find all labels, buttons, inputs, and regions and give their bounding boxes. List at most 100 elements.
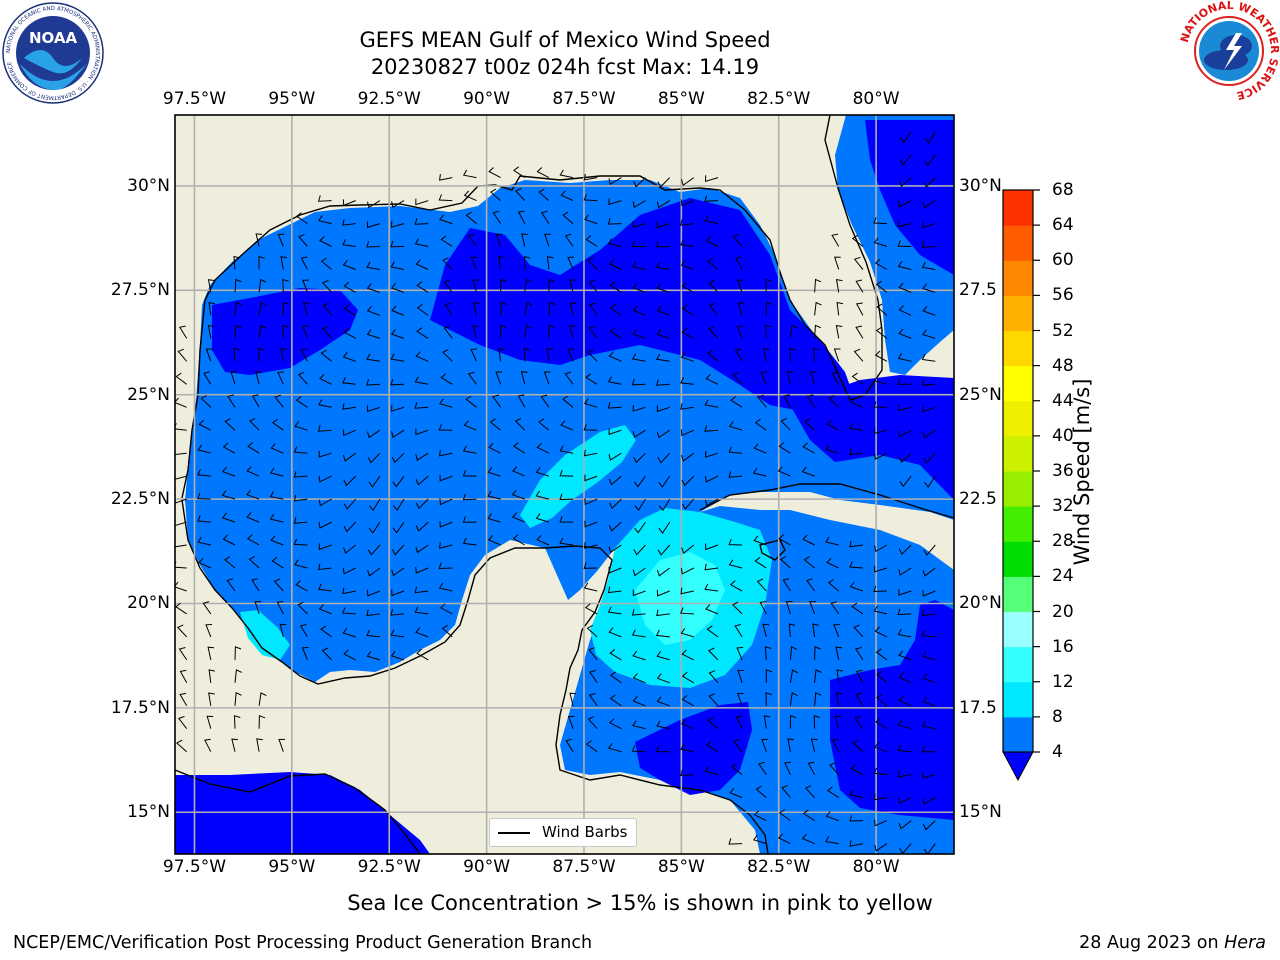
wind-barb [728,471,743,478]
lon-tick-label-bottom: 87.5°W [552,857,616,877]
wind-barb [898,429,912,438]
wind-barb [258,692,267,706]
wind-barb [655,745,670,753]
wind-barb [439,174,453,181]
wind-barb [415,627,429,638]
wind-barb [607,606,622,615]
wind-barb [898,200,912,208]
wind-barb [463,190,477,202]
wind-barb [222,442,236,454]
lat-tick-label-left: 22.5°N [110,489,170,510]
wind-barb [874,819,888,827]
wind-barb [728,838,743,845]
wind-barb [583,398,598,408]
wind-barb [898,650,912,661]
wind-barb [922,405,936,413]
wind-barb [607,743,622,753]
wind-barb [812,347,820,362]
wind-barb [246,512,260,523]
wind-barb [282,278,289,293]
wind-barb [293,446,308,454]
lat-tick-label-left: 15°N [127,802,170,823]
wind-barb [583,449,598,457]
wind-barb [762,623,770,638]
wind-barb [565,738,574,752]
credit-host: Hera [1224,933,1266,953]
wind-barb [789,347,796,362]
wind-barb [517,210,526,224]
wind-barb [512,442,526,454]
wind-barb [472,279,480,293]
wind-barb [271,556,284,569]
wind-barb [753,810,767,822]
wind-barb [492,210,502,224]
wind-barb [707,716,719,730]
noaa-logo: NOAA NATIONAL OCEANIC AND ATMOSPHERIC AD… [2,2,104,104]
wind-barb [415,452,429,461]
wind-barb [302,302,310,316]
wind-barb [179,692,188,707]
wind-barb [656,589,670,597]
wind-barb [175,397,187,408]
wind-barb [585,373,598,385]
wind-barb [535,467,550,477]
wind-barb [784,761,791,775]
wind-barb [849,581,864,592]
wind-barb [524,255,531,270]
wind-barb [206,715,214,729]
wind-barb [836,692,843,706]
wind-barb [855,692,864,707]
wind-barb [390,353,405,362]
colorbar-segment [1003,506,1033,542]
wind-barb [680,352,694,362]
wind-barb [873,401,888,408]
colorbar-tick-label: 56 [1052,285,1074,306]
wind-barb [655,629,670,638]
lat-tick-label-left: 30°N [127,175,170,196]
wind-barb [898,177,912,188]
wind-barb [487,490,501,500]
wind-barb [367,405,381,413]
wind-barb [521,233,528,247]
wind-barb [656,241,670,248]
wind-barb [730,396,743,408]
wind-barb [922,696,936,707]
lon-tick-label-bottom: 85°W [657,857,705,877]
wind-barb [634,498,646,511]
wind-barb [270,535,284,546]
colorbar-segment [1003,190,1033,226]
wind-barb [540,394,550,408]
wind-barb [789,669,799,683]
wind-barb [342,239,356,247]
wind-barb [852,739,864,753]
wind-barb [498,347,505,362]
wind-barb [849,422,863,431]
wind-barb [728,538,743,546]
wind-barb [294,421,308,431]
wind-barb [366,609,380,617]
wind-barb [681,452,695,462]
credit-date: 28 Aug 2023 on [1079,933,1225,953]
map-subtitle: 20230827 t00z 024h fcst Max: 14.19 [370,55,760,79]
wind-barb [814,324,822,339]
wind-barb [390,609,405,616]
wind-barb [233,715,241,729]
wind-barb [197,515,211,523]
wind-barb [873,375,888,385]
wind-barb [826,786,839,799]
wind-barb [415,544,429,554]
wind-barb [588,279,598,293]
wind-barb [633,177,646,188]
wind-barb [258,714,266,729]
wind-barb [632,567,646,577]
wind-barb [322,302,332,316]
wind-barb [569,302,577,316]
wind-barb [632,200,646,208]
wind-barb [705,236,719,247]
wind-barb [559,537,574,546]
wind-barb [416,648,429,661]
wind-barb [318,521,332,529]
wind-barb [588,325,598,339]
wind-barb [472,302,480,316]
wind-barb [607,218,622,225]
